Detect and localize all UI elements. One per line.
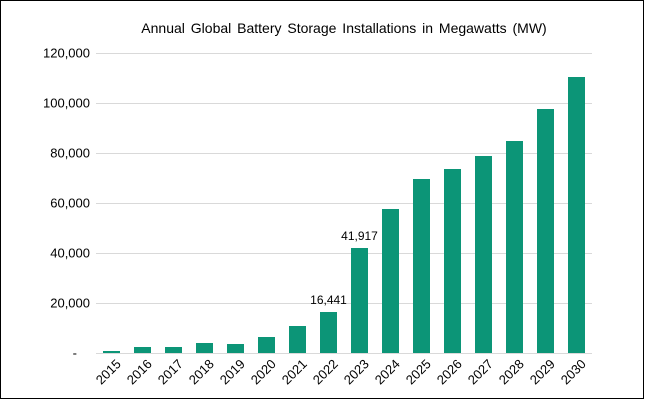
x-tick-label-2023: 2023 [340,356,372,388]
gridline [96,53,592,54]
x-tick-label-2021: 2021 [278,356,310,388]
x-tick-label-2029: 2029 [526,356,558,388]
x-tick-label-2027: 2027 [464,356,496,388]
y-tick-label: - [72,345,77,361]
bar-2028 [506,140,523,353]
bar-2017 [165,346,182,353]
bar-2024 [382,209,399,353]
bar-2020 [258,337,275,353]
x-tick-label-2024: 2024 [371,356,403,388]
x-tick-label-2026: 2026 [433,356,465,388]
bar-2030 [568,76,585,353]
x-tick-label-2017: 2017 [154,356,186,388]
gridline [96,153,592,154]
gridline [96,303,592,304]
y-tick-label: 100,000 [43,95,90,111]
y-tick-label: 20,000 [50,295,90,311]
bar-2015 [103,350,120,353]
y-tick-label: 120,000 [43,45,90,61]
bar-2018 [196,342,213,353]
plot-area [96,53,592,354]
bar-2025 [413,179,430,353]
bar-2029 [537,109,554,353]
x-tick-label-2016: 2016 [123,356,155,388]
data-label-2022: 16,441 [310,292,347,307]
bar-2021 [289,326,306,353]
chart-title: Annual Global Battery Storage Installati… [141,20,547,36]
bar-2026 [444,169,461,353]
bar-2027 [475,155,492,353]
bar-2023 [351,248,368,353]
gridline [96,203,592,204]
x-tick-label-2020: 2020 [247,356,279,388]
x-tick-label-2019: 2019 [216,356,248,388]
bar-2022 [320,311,337,353]
x-tick-label-2030: 2030 [557,356,589,388]
data-label-2023: 41,917 [341,229,378,244]
y-tick-label: 80,000 [50,145,90,161]
x-tick-label-2028: 2028 [495,356,527,388]
y-tick-label: 40,000 [50,245,90,261]
x-tick-label-2022: 2022 [309,356,341,388]
bar-2019 [227,343,244,353]
x-tick-label-2018: 2018 [185,356,217,388]
x-tick-label-2015: 2015 [92,356,124,388]
x-tick-label-2025: 2025 [402,356,434,388]
gridline [96,103,592,104]
x-axis-line [96,353,592,354]
gridline [96,253,592,254]
y-tick-label: 60,000 [50,195,90,211]
bar-2016 [134,347,151,353]
chart-container: Annual Global Battery Storage Installati… [0,0,644,399]
